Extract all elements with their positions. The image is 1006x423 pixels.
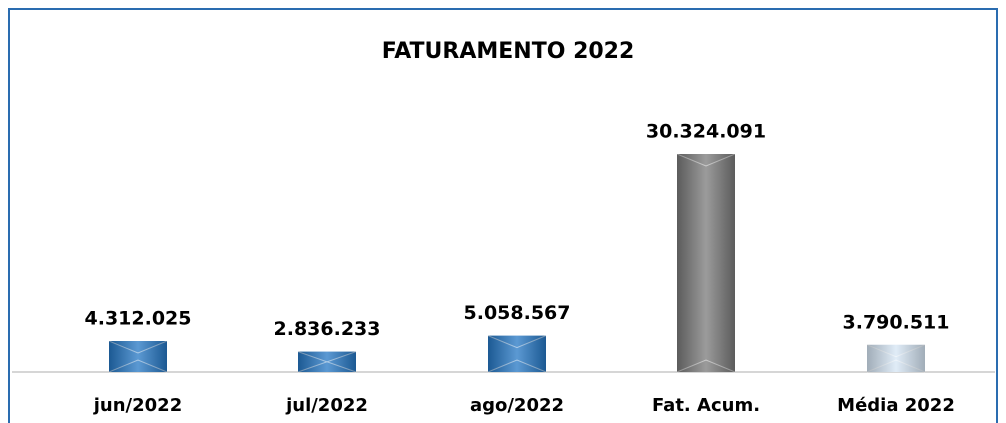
bar-shine	[488, 335, 546, 372]
bar-shine	[677, 154, 735, 372]
bar-shine	[867, 344, 925, 372]
value-label: 3.790.511	[843, 311, 950, 333]
x-tick-label: jul/2022	[285, 395, 368, 416]
value-label: 30.324.091	[646, 121, 766, 143]
bar-shine	[109, 341, 167, 372]
value-label: 2.836.233	[274, 318, 381, 340]
chart-title: FATURAMENTO 2022	[382, 39, 635, 64]
value-label: 5.058.567	[464, 302, 571, 324]
x-tick-label: ago/2022	[470, 395, 564, 416]
x-tick-label: jun/2022	[93, 395, 182, 416]
x-tick-label: Fat. Acum.	[652, 395, 760, 416]
frame	[8, 8, 998, 423]
value-label: 4.312.025	[85, 308, 192, 330]
bar-shine	[298, 351, 356, 372]
x-tick-label: Média 2022	[837, 395, 955, 416]
